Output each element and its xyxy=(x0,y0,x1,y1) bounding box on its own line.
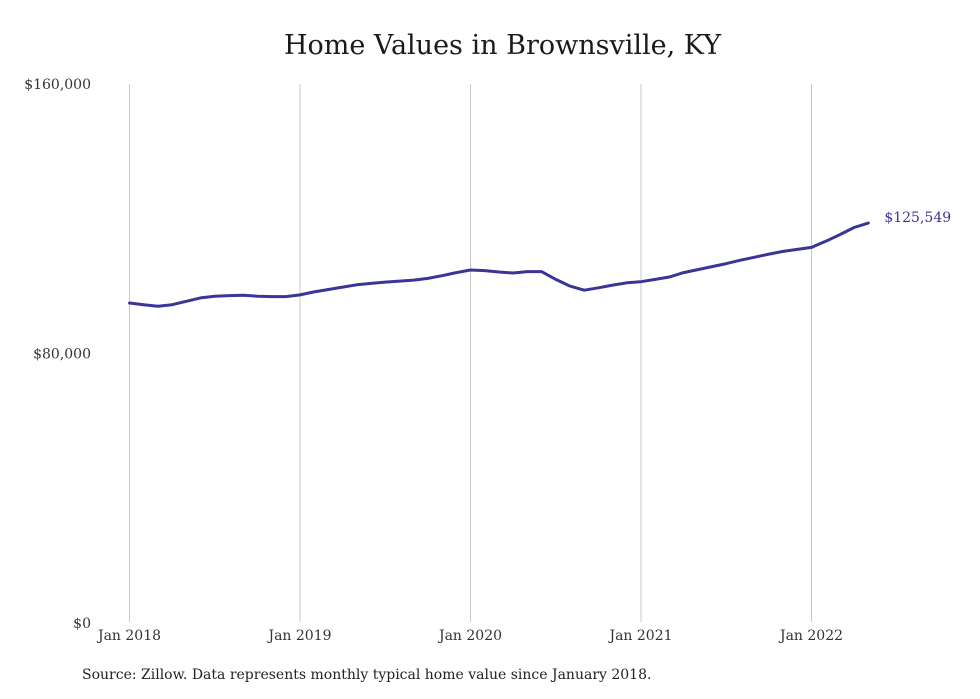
x-axis-ticks: Jan 2018 Jan 2019 Jan 2020 Jan 2021 Jan 2022 xyxy=(96,628,843,644)
end-value-label: $125,549 xyxy=(884,210,951,226)
source-note: Source: Zillow. Data represents monthly … xyxy=(82,667,652,683)
x-tick-label: Jan 2020 xyxy=(437,628,502,644)
grid-lines xyxy=(129,84,812,622)
y-tick-label: $80,000 xyxy=(33,347,91,363)
end-value-layer: $125,549 xyxy=(884,210,951,226)
x-tick-label: Jan 2018 xyxy=(96,628,161,644)
series-layer xyxy=(128,221,870,308)
y-tick-label: $0 xyxy=(73,616,91,632)
y-tick-label: $160,000 xyxy=(24,77,91,93)
x-tick-label: Jan 2019 xyxy=(266,628,331,644)
series-line xyxy=(128,221,870,308)
chart-title: Home Values in Brownsville, KY xyxy=(283,30,722,61)
y-axis-ticks: $0 $80,000 $160,000 xyxy=(24,77,91,632)
x-tick-label: Jan 2022 xyxy=(778,628,843,644)
x-tick-label: Jan 2021 xyxy=(607,628,672,644)
